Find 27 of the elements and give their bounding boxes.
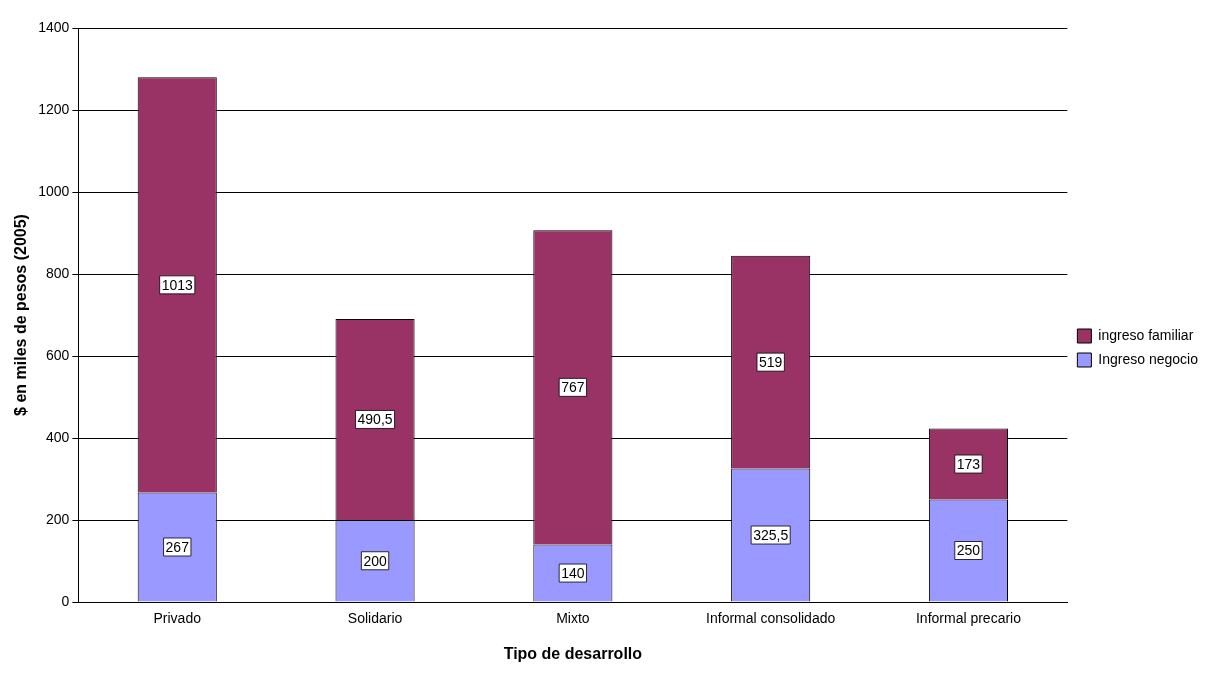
legend-label: ingreso familiar: [1098, 326, 1194, 343]
legend-label: Ingreso negocio: [1098, 350, 1199, 367]
y-tick-label: 400: [45, 428, 70, 445]
y-tick-label: 1400: [38, 18, 70, 35]
data-label: 173: [956, 455, 981, 472]
data-label: 325,5: [753, 526, 789, 543]
data-label: 200: [363, 552, 387, 569]
y-tick-label: 0: [61, 592, 70, 609]
x-tick-label: Informal precario: [915, 610, 1022, 627]
y-tick-label: 1000: [38, 182, 70, 199]
x-tick-label: Privado: [153, 610, 202, 627]
data-label: 519: [758, 354, 783, 371]
data-label: 490,5: [357, 411, 393, 428]
data-label: 140: [561, 564, 585, 581]
data-label: 1013: [161, 276, 194, 293]
data-label: 767: [561, 379, 585, 396]
x-tick-label: Solidario: [347, 610, 403, 627]
y-tick-label: 800: [45, 264, 70, 281]
data-label: 250: [956, 542, 981, 559]
x-axis-title: Tipo de desarrollo: [503, 644, 643, 662]
y-axis-title: $ en miles de pesos (2005): [12, 214, 30, 416]
y-tick-label: 200: [45, 510, 70, 527]
data-label: 267: [165, 538, 190, 555]
y-tick-label: 1200: [38, 100, 70, 117]
y-tick-label: 600: [45, 346, 70, 363]
x-tick-label: Mixto: [556, 610, 590, 627]
x-tick-label: Informal consolidado: [706, 610, 836, 627]
